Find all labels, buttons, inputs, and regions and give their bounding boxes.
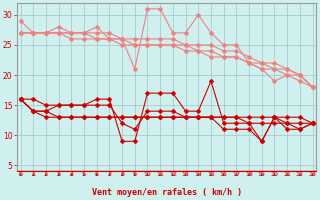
X-axis label: Vent moyen/en rafales ( km/h ): Vent moyen/en rafales ( km/h ) bbox=[92, 188, 242, 197]
